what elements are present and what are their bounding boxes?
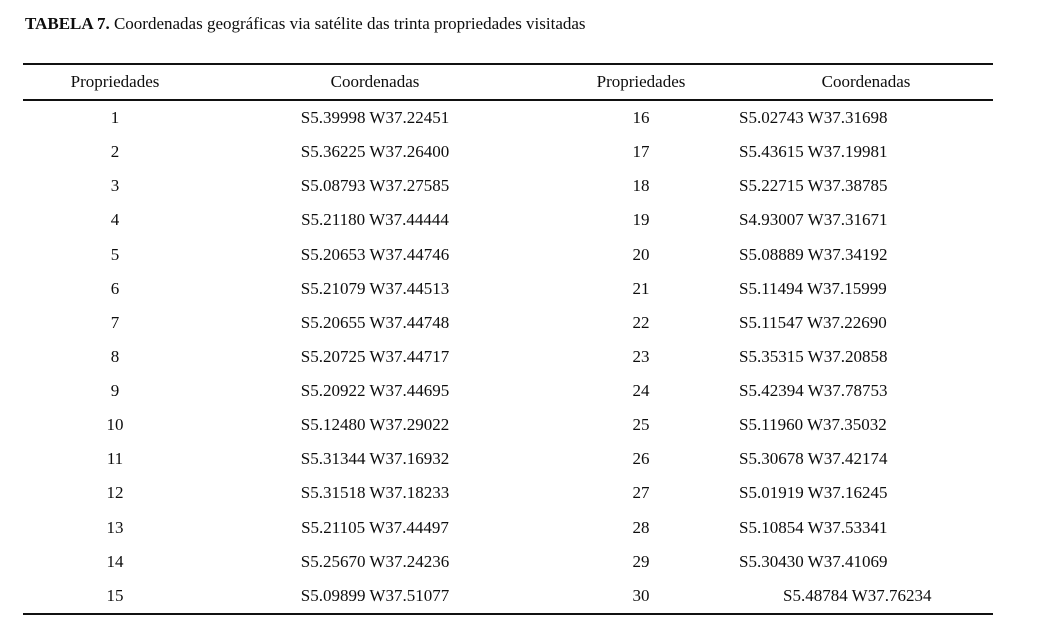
table-row: 12 S5.31518 W37.18233 27 S5.01919 W37.16245 <box>23 476 993 510</box>
coordinate-left: S5.31518 W37.18233 <box>300 483 450 503</box>
table-header-row: Propriedades Coordenadas Propriedades Co… <box>23 65 993 101</box>
table-row: 9 S5.20922 W37.44695 24 S5.42394 W37.78753 <box>23 374 993 408</box>
coordinate-left: S5.25670 W37.24236 <box>300 551 450 571</box>
property-number-right: 24 <box>632 381 650 401</box>
property-number-right: 30 <box>632 585 650 605</box>
table-row: 15 S5.09899 W37.51077 30 S5.48784 W37.76234 <box>23 579 993 613</box>
property-number-right: 26 <box>632 449 650 469</box>
coordinate-right: S5.43615 W37.19981 <box>739 142 888 162</box>
coordinate-left: S5.09899 W37.51077 <box>300 585 450 605</box>
table-row: 14 S5.25670 W37.24236 29 S5.30430 W37.41069 <box>23 545 993 579</box>
table-row: 2 S5.36225 W37.26400 17 S5.43615 W37.19981 <box>23 135 993 169</box>
property-number-left: 2 <box>110 142 120 162</box>
coordinate-right: S5.30678 W37.42174 <box>739 449 888 469</box>
property-number-left: 14 <box>106 551 124 571</box>
property-number-left: 6 <box>110 278 120 298</box>
table-row: 5 S5.20653 W37.44746 20 S5.08889 W37.34192 <box>23 238 993 272</box>
property-number-right: 18 <box>632 176 650 196</box>
property-number-right: 27 <box>632 483 650 503</box>
property-number-left: 4 <box>110 210 120 230</box>
table-caption-text: Coordenadas geográficas via satélite das… <box>109 14 586 33</box>
header-propriedades-right: Propriedades <box>596 72 686 91</box>
table-row: 3 S5.08793 W37.27585 18 S5.22715 W37.38785 <box>23 169 993 203</box>
coordinate-right: S5.11547 W37.22690 <box>739 312 887 332</box>
table-body: 1 S5.39998 W37.22451 16 S5.02743 W37.31698 2… <box>23 101 993 613</box>
property-number-right: 19 <box>632 210 650 230</box>
property-number-left: 5 <box>110 244 120 264</box>
property-number-right: 29 <box>632 551 650 571</box>
header-coordenadas-right: Coordenadas <box>821 72 911 91</box>
header-propriedades-left: Propriedades <box>70 72 160 91</box>
table-row: 7 S5.20655 W37.44748 22 S5.11547 W37.22690 <box>23 306 993 340</box>
property-number-right: 17 <box>632 142 650 162</box>
coordinate-right: S5.02743 W37.31698 <box>739 108 888 128</box>
property-number-right: 22 <box>632 312 650 332</box>
coordinate-right: S5.35315 W37.20858 <box>739 346 888 366</box>
property-number-left: 13 <box>106 517 124 537</box>
table-row: 11 S5.31344 W37.16932 26 S5.30678 W37.42174 <box>23 442 993 476</box>
table-row: 13 S5.21105 W37.44497 28 S5.10854 W37.53341 <box>23 511 993 545</box>
table-caption-number: TABELA 7. <box>25 14 110 33</box>
coordinate-left: S5.39998 W37.22451 <box>300 108 450 128</box>
coordinate-right: S5.11494 W37.15999 <box>739 278 887 298</box>
coordinates-table: Propriedades Coordenadas Propriedades Co… <box>23 63 993 615</box>
coordinate-left: S5.21079 W37.44513 <box>300 278 450 298</box>
property-number-right: 23 <box>632 346 650 366</box>
coordinate-right: S5.30430 W37.41069 <box>739 551 888 571</box>
coordinate-left: S5.31344 W37.16932 <box>300 449 450 469</box>
coordinate-left: S5.20653 W37.44746 <box>300 244 450 264</box>
property-number-left: 12 <box>106 483 124 503</box>
table-caption: TABELA 7. Coordenadas geográficas via sa… <box>25 13 586 34</box>
property-number-right: 25 <box>632 415 650 435</box>
coordinate-left: S5.20725 W37.44717 <box>300 346 450 366</box>
property-number-left: 3 <box>110 176 120 196</box>
property-number-right: 21 <box>632 278 650 298</box>
property-number-left: 1 <box>110 108 120 128</box>
property-number-left: 11 <box>106 449 124 469</box>
coordinate-right: S5.11960 W37.35032 <box>739 415 887 435</box>
table-row: 8 S5.20725 W37.44717 23 S5.35315 W37.20858 <box>23 340 993 374</box>
coordinate-right: S5.48784 W37.76234 <box>783 585 932 605</box>
property-number-left: 9 <box>110 381 120 401</box>
table-row: 6 S5.21079 W37.44513 21 S5.11494 W37.15999 <box>23 272 993 306</box>
coordinate-left: S5.21105 W37.44497 <box>301 517 449 537</box>
coordinate-right: S5.08889 W37.34192 <box>739 244 888 264</box>
coordinate-right: S5.10854 W37.53341 <box>739 517 888 537</box>
table-row: 4 S5.21180 W37.44444 19 S4.93007 W37.31671 <box>23 203 993 237</box>
property-number-right: 28 <box>632 517 650 537</box>
coordinate-left: S5.36225 W37.26400 <box>300 142 450 162</box>
table-row: 1 S5.39998 W37.22451 16 S5.02743 W37.31698 <box>23 101 993 135</box>
coordinate-left: S5.20655 W37.44748 <box>300 312 450 332</box>
coordinate-right: S4.93007 W37.31671 <box>739 210 888 230</box>
property-number-left: 7 <box>110 312 120 332</box>
coordinate-left: S5.12480 W37.29022 <box>300 415 450 435</box>
property-number-right: 20 <box>632 244 650 264</box>
coordinate-left: S5.21180 W37.44444 <box>301 210 449 230</box>
header-coordenadas-left: Coordenadas <box>330 72 420 91</box>
coordinate-right: S5.42394 W37.78753 <box>739 381 888 401</box>
coordinate-left: S5.20922 W37.44695 <box>300 381 450 401</box>
coordinate-right: S5.22715 W37.38785 <box>739 176 888 196</box>
property-number-left: 15 <box>106 585 124 605</box>
property-number-left: 8 <box>110 346 120 366</box>
property-number-right: 16 <box>632 108 650 128</box>
table-row: 10 S5.12480 W37.29022 25 S5.11960 W37.35032 <box>23 408 993 442</box>
property-number-left: 10 <box>106 415 124 435</box>
coordinate-left: S5.08793 W37.27585 <box>300 176 450 196</box>
coordinate-right: S5.01919 W37.16245 <box>739 483 888 503</box>
